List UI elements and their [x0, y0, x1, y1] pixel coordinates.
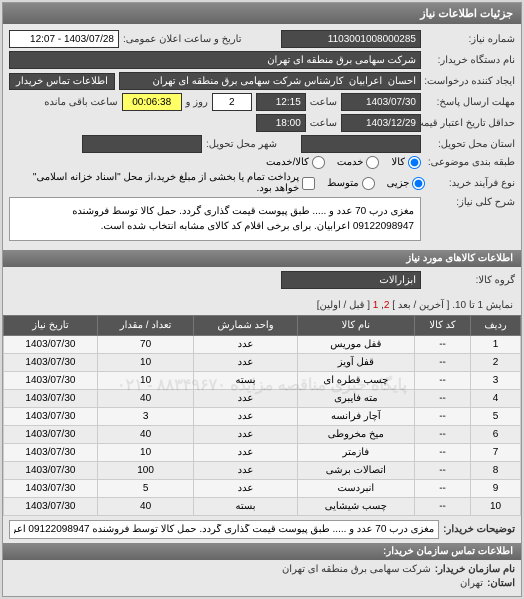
- goods-table: ردیفکد کالانام کالاواحد شمارشتعداد / مقد…: [3, 315, 521, 516]
- request-no-input[interactable]: [281, 30, 421, 48]
- main-panel: جزئیات اطلاعات نیاز شماره نیاز: تاریخ و …: [2, 2, 522, 597]
- creator-label: ایجاد کننده درخواست:: [425, 76, 515, 87]
- request-no-label: شماره نیاز:: [425, 34, 515, 45]
- city-input[interactable]: [82, 135, 202, 153]
- announce-label: تاریخ و ساعت اعلان عمومی:: [123, 34, 242, 45]
- deadline-label: مهلت ارسال پاسخ:: [425, 97, 515, 108]
- group-label: گروه کالا:: [425, 275, 515, 286]
- goods-section-title: اطلاعات کالاهای مورد نیاز: [3, 250, 521, 267]
- table-row[interactable]: 3--چسب قطره ایبسته101403/07/30: [4, 372, 521, 390]
- table-row[interactable]: 2--قفل آویزعدد101403/07/30: [4, 354, 521, 372]
- table-row[interactable]: 7--فازمترعدد101403/07/30: [4, 444, 521, 462]
- table-row[interactable]: 8--اتصالات برشیعدد1001403/07/30: [4, 462, 521, 480]
- deadline-time-input[interactable]: [256, 93, 306, 111]
- radio-partial[interactable]: جزیی: [387, 177, 426, 190]
- radio-service[interactable]: خدمت: [337, 156, 380, 169]
- table-header: واحد شمارش: [194, 316, 297, 336]
- remaining-label: ساعت باقی مانده: [44, 97, 117, 108]
- buyer-note-input[interactable]: [9, 520, 439, 539]
- validity-time-input[interactable]: [256, 114, 306, 132]
- org-section-title: اطلاعات تماس سازمان خریدار:: [3, 543, 521, 560]
- contact-button[interactable]: اطلاعات تماس خریدار: [9, 73, 115, 90]
- org-name-label: نام سازمان خریدار:: [435, 564, 515, 575]
- days-label: روز و: [186, 97, 208, 108]
- validity-date-input[interactable]: [341, 114, 421, 132]
- days-remaining-input: [212, 93, 252, 111]
- table-header: تاریخ نیاز: [4, 316, 98, 336]
- table-header: کد کالا: [414, 316, 470, 336]
- commodity-label: طبقه بندی موضوعی:: [425, 157, 515, 168]
- buyer-label: نام دستگاه خریدار:: [425, 55, 515, 66]
- buyer-note-label: توضیحات خریدار:: [443, 524, 515, 535]
- process-note-check[interactable]: پرداخت تمام یا بخشی از مبلغ خرید،از محل …: [9, 172, 315, 194]
- desc-box: مغزی درب 70 عدد و ..... طبق پیوست قیمت گ…: [9, 197, 421, 241]
- radio-medium[interactable]: متوسط: [327, 177, 374, 190]
- org-name: شرکت سهامی برق منطقه ای تهران: [282, 564, 431, 575]
- process-radios: جزیی متوسط پرداخت تمام یا بخشی از مبلغ خ…: [9, 172, 425, 194]
- city-label: شهر محل تحویل:: [206, 139, 277, 150]
- table-row[interactable]: 5--آچار فرانسهعدد31403/07/30: [4, 408, 521, 426]
- time-remaining-input: [122, 93, 182, 111]
- radio-both[interactable]: کالا/خدمت: [266, 156, 325, 169]
- table-header: تعداد / مقدار: [97, 316, 193, 336]
- delivery-input[interactable]: [301, 135, 421, 153]
- deadline-date-input[interactable]: [341, 93, 421, 111]
- creator-input[interactable]: [119, 72, 421, 90]
- page-2-link[interactable]: 2: [384, 300, 390, 311]
- table-header: ردیف: [471, 316, 521, 336]
- table-row[interactable]: 9--انبردستعدد51403/07/30: [4, 480, 521, 498]
- table-row[interactable]: 4--مته فایبریعدد401403/07/30: [4, 390, 521, 408]
- buyer-input[interactable]: [9, 51, 421, 69]
- province-label: استان:: [487, 578, 515, 589]
- table-row[interactable]: 6--میخ مخروطیعدد401403/07/30: [4, 426, 521, 444]
- page-current: 1: [373, 300, 379, 311]
- process-label: نوع فرآیند خرید:: [429, 178, 515, 189]
- pager: نمایش 1 تا 10. [ آخرین / بعد ] 2, 1 [ قب…: [3, 296, 521, 315]
- radio-goods[interactable]: کالا: [391, 156, 421, 169]
- province-value: تهران: [460, 578, 483, 589]
- table-header: نام کالا: [297, 316, 414, 336]
- table-row[interactable]: 10--چسب شیشاییبسته401403/07/30: [4, 498, 521, 516]
- announce-input[interactable]: [9, 30, 119, 48]
- panel-title: جزئیات اطلاعات نیاز: [3, 3, 521, 24]
- time-label-1: ساعت: [310, 97, 337, 108]
- table-row[interactable]: 1--قفل موریسعدد701403/07/30: [4, 336, 521, 354]
- desc-label: شرح کلی نیاز:: [425, 197, 515, 208]
- form-area: شماره نیاز: تاریخ و ساعت اعلان عمومی: نا…: [3, 24, 521, 250]
- delivery-label: استان محل تحویل:: [425, 139, 515, 150]
- validity-label: حداقل تاریخ اعتبار قیمت: تا تاریخ:: [425, 118, 515, 129]
- group-input[interactable]: [281, 271, 421, 289]
- commodity-radios: کالا خدمت کالا/خدمت: [266, 156, 421, 169]
- time-label-2: ساعت: [310, 118, 337, 129]
